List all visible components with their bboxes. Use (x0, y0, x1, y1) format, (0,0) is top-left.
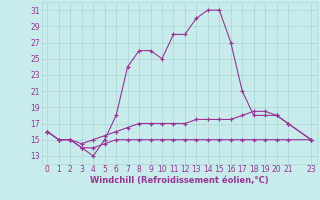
X-axis label: Windchill (Refroidissement éolien,°C): Windchill (Refroidissement éolien,°C) (90, 176, 268, 185)
